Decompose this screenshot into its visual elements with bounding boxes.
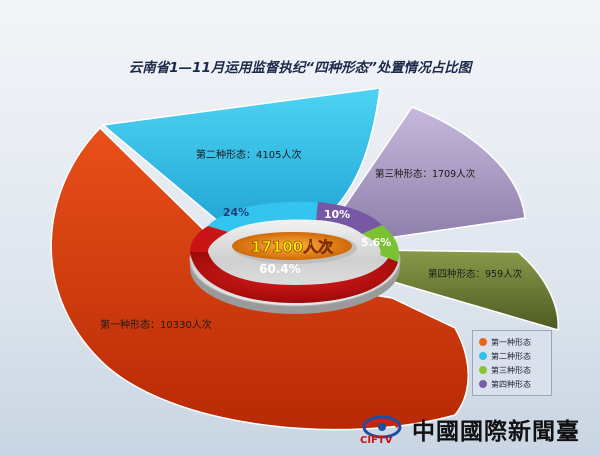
legend-item-second: 第二种形态	[479, 349, 545, 363]
legend-label-first: 第一种形态	[491, 337, 531, 347]
callout-label-first: 第一种形态：10330人次	[100, 318, 212, 331]
donut-segment-first	[190, 252, 398, 303]
legend-marker-first	[479, 338, 487, 346]
percent-label-fourth: 5.6%	[361, 236, 392, 249]
labels: 17100人次 60.4% 24% 10% 5.6% 第一种形态：10330人次…	[100, 148, 523, 331]
percent-label-first: 60.4%	[259, 262, 301, 276]
chart-legend: 第一种形态 第二种形态 第三种形态 第四种形态	[472, 330, 552, 396]
legend-label-second: 第二种形态	[491, 351, 531, 361]
ciftv-emblem-icon	[362, 415, 402, 439]
chart-title: 云南省1—11月运用监督执纪“四种形态”处置情况占比图	[129, 60, 474, 76]
legend-marker-second	[479, 352, 487, 360]
legend-label-third: 第三种形态	[491, 365, 531, 375]
donut-segment-fourth	[362, 225, 400, 262]
ciftv-name: 中國國際新聞臺	[412, 418, 580, 445]
legend-label-fourth: 第四种形态	[491, 379, 531, 389]
donut	[189, 201, 401, 314]
legend-item-fourth: 第四种形态	[479, 377, 545, 391]
callout-label-second: 第二种形态：4105人次	[196, 148, 301, 161]
legend-marker-fourth	[479, 380, 487, 388]
ciftv-logo: CIFTV 中國國際新聞臺	[360, 408, 590, 450]
slice-third-form	[339, 106, 526, 243]
percent-label-second: 24%	[223, 206, 249, 219]
callout-label-fourth: 第四种形态：959人次	[428, 268, 523, 280]
ciftv-wordmark: CIFTV	[360, 435, 393, 446]
legend-item-third: 第三种形态	[479, 363, 545, 377]
percent-label-third: 10%	[324, 208, 350, 221]
slice-fourth-form	[371, 249, 559, 331]
legend-item-first: 第一种形态	[479, 335, 545, 349]
donut-segment-first-top	[190, 226, 228, 252]
center-badge	[232, 232, 352, 260]
center-label: 17100人次	[251, 238, 333, 256]
callout-label-third: 第三种形态：1709人次	[375, 168, 476, 180]
donut-segment-second	[208, 201, 318, 232]
donut-segment-third	[316, 202, 382, 234]
legend-marker-third	[479, 366, 487, 374]
